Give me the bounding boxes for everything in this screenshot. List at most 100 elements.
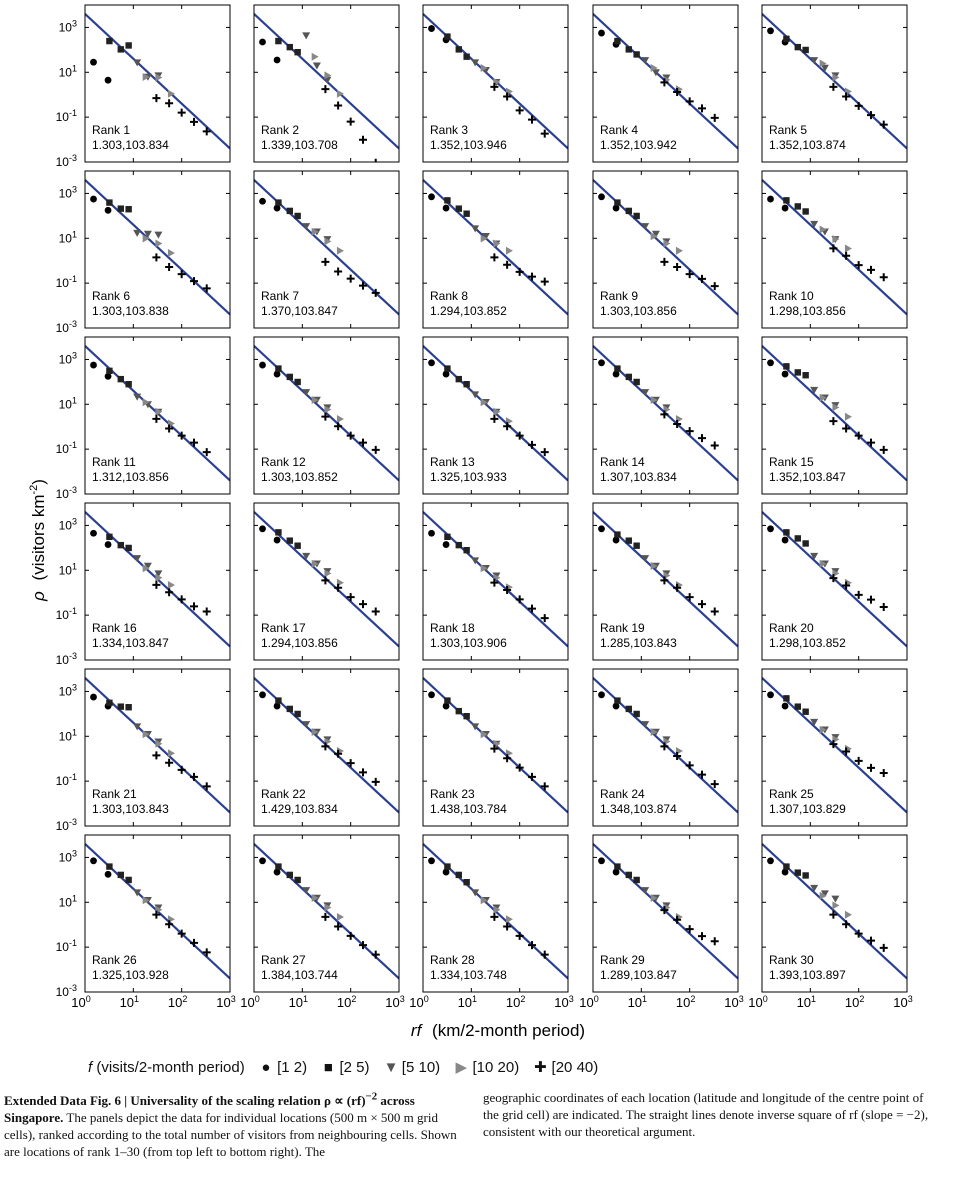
- point-plus: [710, 780, 719, 789]
- point-triangle-down: [810, 884, 819, 892]
- point-circle: [90, 58, 97, 66]
- point-square: [633, 212, 640, 220]
- point-triangle-down: [143, 562, 152, 570]
- point-circle: [259, 197, 266, 205]
- x-tick-label: 101: [797, 994, 816, 1010]
- point-triangle-right: [844, 412, 852, 421]
- point-circle: [90, 857, 97, 865]
- panel-frame: [422, 834, 569, 993]
- point-plus: [673, 419, 682, 428]
- point-plus: [202, 782, 211, 791]
- point-plus: [359, 768, 368, 777]
- point-plus: [346, 759, 355, 768]
- point-plus: [152, 414, 161, 423]
- point-plus: [660, 906, 669, 915]
- point-plus: [190, 117, 199, 126]
- panel-frame: [422, 668, 569, 827]
- point-triangle-right: [819, 891, 827, 900]
- point-square: [455, 541, 462, 549]
- point-plus: [165, 424, 174, 433]
- point-triangle-right: [505, 915, 513, 924]
- point-square: [455, 375, 462, 383]
- point-circle: [259, 525, 266, 533]
- panel-rank-14: Rank 141.307,103.834: [592, 336, 739, 495]
- panel-coords-label: 1.303,103.843: [92, 802, 169, 816]
- panel-coords-label: 1.334,103.748: [430, 968, 507, 982]
- point-triangle-right: [167, 580, 175, 589]
- point-plus: [842, 424, 851, 433]
- panel-rank-label: Rank 15: [769, 455, 814, 469]
- legend-item-1-2: ● [1 2): [259, 1059, 307, 1076]
- point-square: [294, 212, 301, 220]
- point-triangle-right: [336, 912, 344, 921]
- x-tick-label: 102: [506, 994, 525, 1010]
- x-tick-label: 101: [628, 994, 647, 1010]
- point-triangle-down: [133, 393, 142, 401]
- point-triangle-right: [155, 239, 163, 248]
- point-square: [794, 43, 801, 51]
- point-triangle-down: [641, 57, 650, 65]
- point-square: [444, 365, 451, 372]
- triangle-down-marker-icon: ▼: [383, 1059, 399, 1076]
- point-triangle-right: [505, 246, 513, 255]
- point-plus: [829, 244, 838, 253]
- point-circle: [104, 76, 112, 84]
- point-triangle-right: [142, 398, 150, 407]
- panel-frame: [761, 834, 908, 993]
- panel-coords-label: 1.285,103.843: [600, 636, 677, 650]
- panel-coords-label: 1.438,103.784: [430, 802, 507, 816]
- point-square: [444, 697, 451, 704]
- point-square: [117, 703, 124, 710]
- point-plus: [854, 929, 863, 938]
- point-square: [625, 871, 632, 879]
- point-plus: [346, 593, 355, 602]
- point-plus: [842, 251, 851, 260]
- point-triangle-down: [471, 59, 480, 67]
- point-plus: [698, 434, 707, 443]
- panel-plot-area: [423, 511, 568, 648]
- point-plus: [854, 261, 863, 270]
- panel-frame: [253, 502, 400, 661]
- point-circle: [442, 370, 450, 378]
- xlabel-var: rf: [411, 1021, 424, 1040]
- panel-rank-label: Rank 14: [600, 455, 645, 469]
- point-circle: [442, 868, 450, 876]
- point-plus: [515, 595, 524, 604]
- point-circle: [598, 29, 605, 37]
- point-circle: [90, 195, 97, 203]
- panel-rank-5: Rank 51.352,103.874: [761, 4, 908, 163]
- point-square: [455, 707, 462, 715]
- point-plus: [879, 768, 888, 777]
- x-tick-label: 100: [409, 994, 428, 1010]
- y-tick-label: 103: [59, 184, 77, 200]
- y-tick-label: 10-3: [56, 817, 77, 833]
- panel-plot-area: [593, 179, 738, 316]
- x-tick-label: 103: [893, 994, 912, 1010]
- point-plus: [673, 87, 682, 96]
- point-square: [614, 199, 621, 206]
- panel-plot-area: [85, 13, 230, 150]
- panel-coords-label: 1.393,103.897: [769, 968, 846, 982]
- point-plus: [177, 929, 186, 938]
- legend: f (visits/2-month period) ● [1 2) ■ [2 5…: [88, 1058, 598, 1076]
- point-plus: [359, 135, 368, 144]
- y-tick-label: 101: [59, 63, 77, 79]
- panel-rank-19: Rank 191.285,103.843: [592, 502, 739, 661]
- point-plus: [490, 253, 499, 262]
- point-triangle-right: [324, 237, 332, 246]
- point-circle: [612, 868, 620, 876]
- point-circle: [273, 536, 281, 544]
- point-triangle-down: [810, 57, 819, 65]
- point-triangle-right: [324, 405, 332, 414]
- point-square: [275, 37, 282, 45]
- point-triangle-right: [336, 414, 344, 423]
- point-plus: [371, 950, 380, 959]
- panel-rank-6: Rank 61.303,103.838 103 101 10-1 10-3: [56, 170, 231, 335]
- point-plus: [165, 758, 174, 767]
- point-plus: [202, 948, 211, 957]
- y-tick-label: 103: [59, 682, 77, 698]
- point-plus: [177, 431, 186, 440]
- point-plus: [152, 751, 161, 760]
- point-plus: [660, 742, 669, 751]
- ylabel-var: ρ: [29, 591, 48, 602]
